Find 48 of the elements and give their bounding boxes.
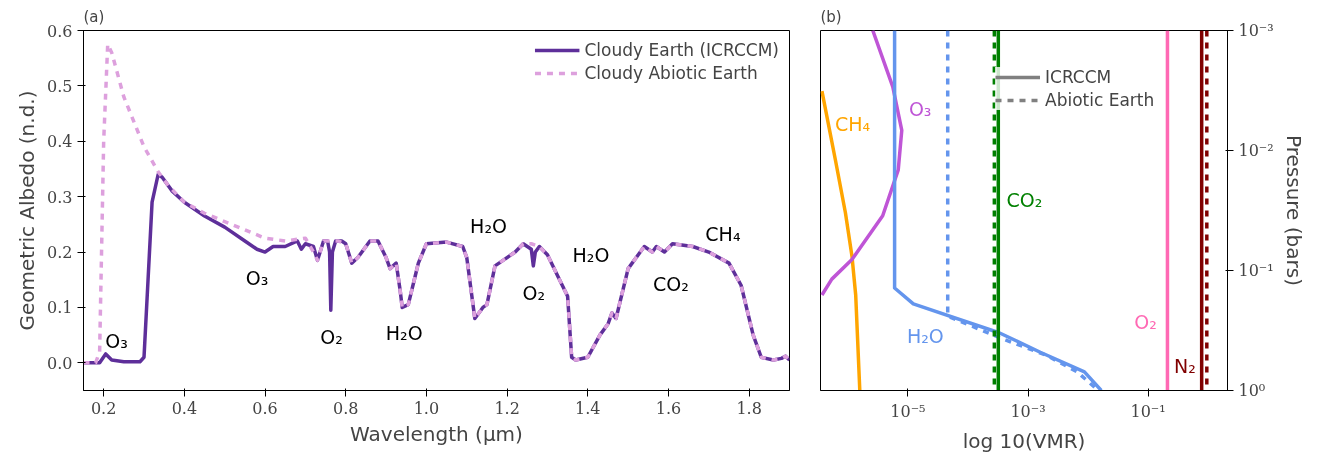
y-tick-label: 0.6 <box>47 21 73 41</box>
chart-title: (a) <box>83 7 105 26</box>
y-tick-label: 0.1 <box>47 298 73 318</box>
annotation: CH₄ <box>705 223 741 246</box>
x-tick-label: 10⁻³ <box>1010 401 1046 421</box>
annotation: H₂O <box>572 243 610 266</box>
annotation: O₃ <box>105 330 128 353</box>
y-tick-label: 0.0 <box>47 353 73 373</box>
x-tick-label: 0.6 <box>252 398 278 418</box>
y-tick-label: 0.2 <box>47 243 73 263</box>
y-tick-label: 0.4 <box>47 132 73 152</box>
y-tick-label: 0.5 <box>47 76 73 96</box>
x-axis-title: Wavelength (μm) <box>350 421 523 446</box>
y-tick-label: 10⁻³ <box>1238 21 1274 40</box>
x-axis-title: log 10(VMR) <box>962 428 1086 453</box>
x-tick-label: 0.8 <box>333 398 359 418</box>
x-tick-label: 0.2 <box>90 398 117 418</box>
x-tick-label: 1.6 <box>655 398 682 418</box>
series-label: O₃ <box>908 97 932 120</box>
annotation: O₂ <box>320 325 343 348</box>
legend-label: Cloudy Abiotic Earth <box>584 63 758 83</box>
y-axis-title: Pressure (bars) <box>1281 135 1306 286</box>
x-tick-label: 1.8 <box>736 398 762 418</box>
annotation: H₂O <box>385 321 423 344</box>
series-label: H₂O <box>906 324 944 347</box>
legend-label: Abiotic Earth <box>1045 90 1155 110</box>
series-label: N₂ <box>1173 355 1196 378</box>
legend-label: ICRCCM <box>1045 67 1112 87</box>
x-tick-label: 10⁻¹ <box>1130 401 1166 421</box>
y-tick-label: 10⁻¹ <box>1238 261 1274 280</box>
annotation: CO₂ <box>652 273 689 296</box>
x-tick-label: 0.4 <box>171 398 198 418</box>
x-tick-label: 1.2 <box>494 398 520 418</box>
y-axis-title: Geometric Albedo (n.d.) <box>15 90 40 331</box>
y-tick-label: 10⁰ <box>1238 381 1266 400</box>
series-label: CH₄ <box>835 112 871 135</box>
series-label: CO₂ <box>1006 189 1043 212</box>
legend-label: Cloudy Earth (ICRCCM) <box>584 40 779 60</box>
chart-title: (b) <box>820 7 842 26</box>
series-label: O₂ <box>1134 311 1157 334</box>
x-tick-label: 1.0 <box>413 398 440 418</box>
annotation: H₂O <box>470 215 507 238</box>
annotation: O₃ <box>245 267 269 290</box>
x-tick-label: 10⁻⁵ <box>890 401 926 421</box>
y-tick-label: 10⁻² <box>1238 141 1274 160</box>
x-tick-label: 1.4 <box>575 398 601 418</box>
y-tick-label: 0.3 <box>47 187 73 207</box>
annotation: O₂ <box>522 282 546 305</box>
